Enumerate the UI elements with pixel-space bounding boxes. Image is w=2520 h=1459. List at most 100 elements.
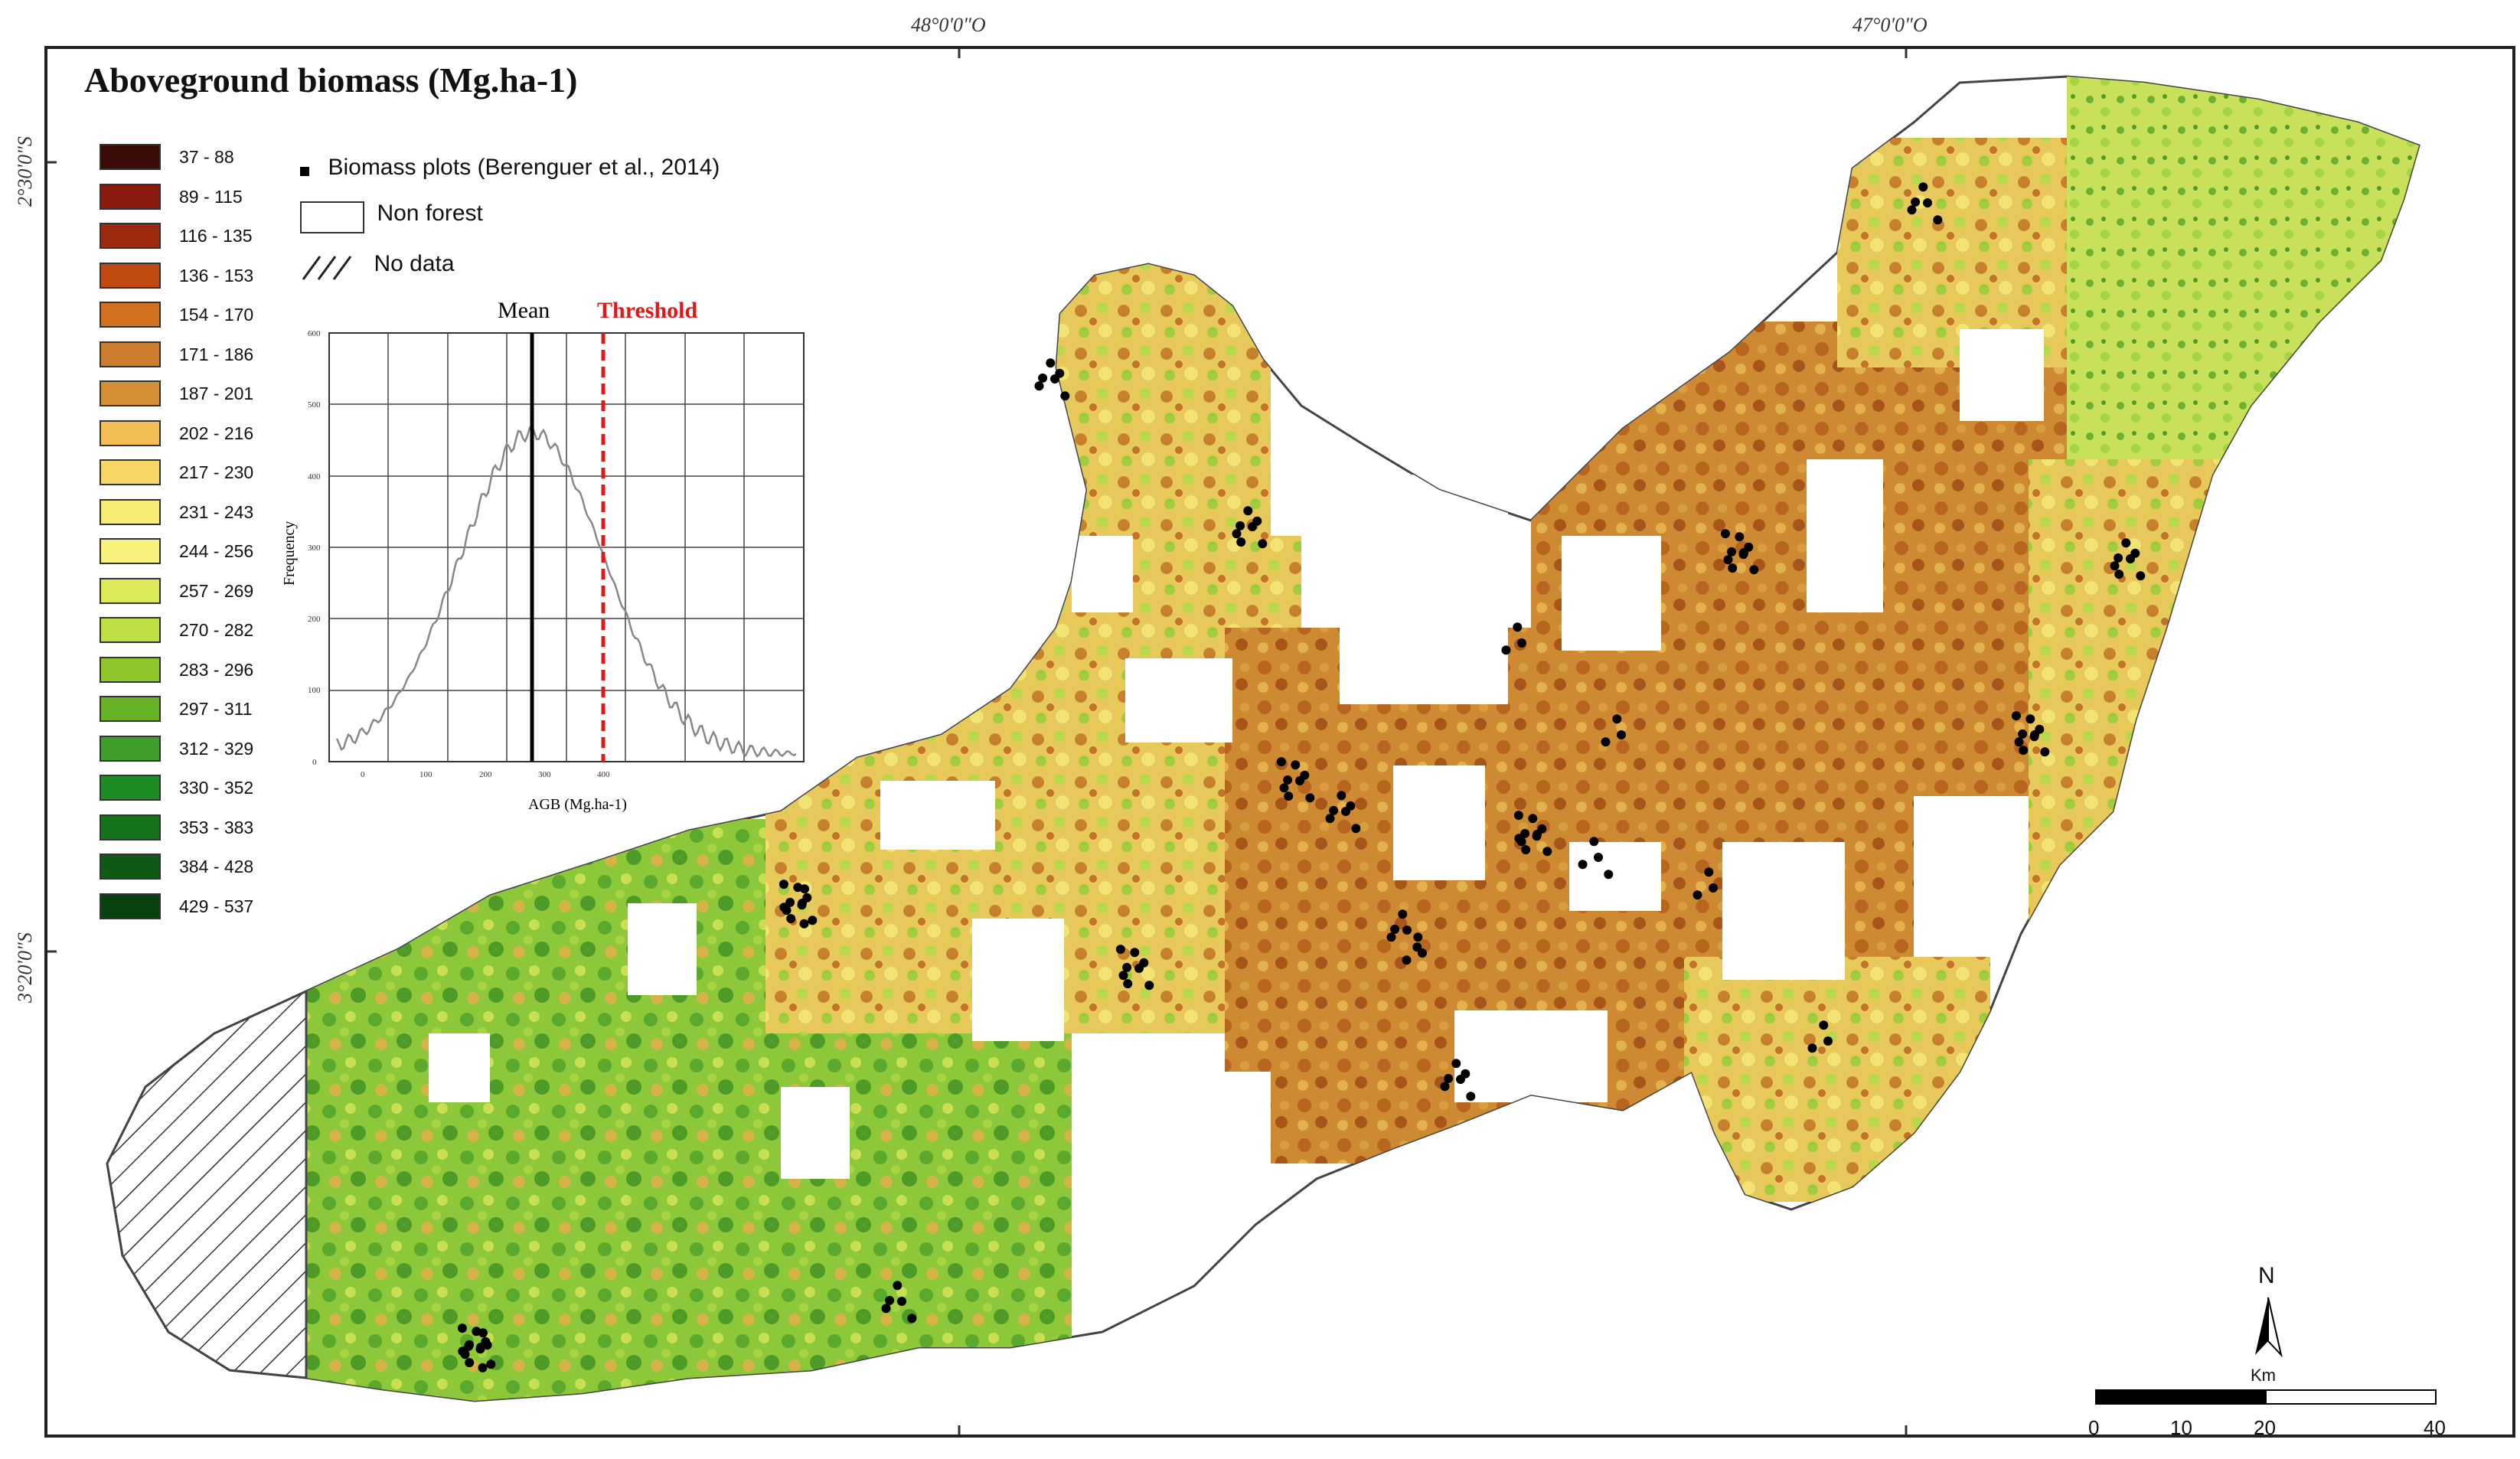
biomass-plot-marker	[457, 1324, 467, 1333]
histogram-x-ticks: 0 100 200 300 400	[361, 770, 610, 779]
legend-label: 37 - 88	[179, 147, 234, 167]
histogram-inset: Mean Threshold 0 100 200 300 400 0 100 2…	[281, 298, 805, 813]
biomass-plot-marker	[2035, 724, 2045, 734]
legend-item: 257 - 269	[100, 577, 344, 609]
non-forest-swatch	[300, 201, 364, 233]
lat-label-2-30: 2°30'0"S	[14, 136, 36, 207]
svg-text:500: 500	[308, 400, 321, 410]
north-label: N	[2258, 1263, 2275, 1288]
biomass-plot-marker	[1236, 521, 1245, 530]
legend-item: 429 - 537	[100, 893, 344, 924]
biomass-plot-marker	[482, 1340, 492, 1350]
biomass-plot-marker	[1291, 760, 1301, 770]
hatch-swatch-icon	[302, 255, 352, 280]
biomass-plot-marker	[2011, 711, 2021, 721]
biomass-plot-marker	[478, 1363, 488, 1373]
biomass-plot-marker	[802, 893, 812, 902]
scale-unit-label: Km	[2251, 1366, 2276, 1385]
legend-item: 89 - 115	[100, 183, 344, 214]
biomass-plot-marker	[885, 1295, 895, 1305]
biomass-plot-marker	[1911, 197, 1921, 207]
legend-label: 217 - 230	[179, 462, 254, 482]
legend-label: 312 - 329	[179, 738, 254, 759]
histogram-curve	[335, 424, 797, 758]
biomass-plot-marker	[1118, 971, 1128, 981]
biomass-plot-marker	[1823, 1036, 1833, 1046]
legend-label: 384 - 428	[179, 857, 254, 876]
scale-tick-0: 0	[2088, 1416, 2100, 1439]
legend-label: 353 - 383	[179, 817, 254, 837]
biomass-plot-marker	[1528, 814, 1538, 824]
biomass-plot-marker	[1907, 205, 1917, 215]
biomass-plot-marker	[1279, 783, 1289, 793]
biomass-plot-marker	[1412, 942, 1422, 952]
key-no-data-label: No data	[374, 251, 455, 276]
biomass-plot-marker	[897, 1297, 906, 1306]
biomass-plot-marker	[1749, 565, 1759, 575]
biomass-plot-marker	[799, 919, 809, 929]
legend-item: 136 - 153	[100, 262, 344, 293]
biomass-plot-marker	[1617, 730, 1626, 739]
biomass-plot-marker	[2019, 746, 2029, 756]
biomass-plot-marker	[1130, 948, 1140, 958]
legend-swatch	[100, 538, 161, 564]
biomass-plot-marker	[1038, 373, 1048, 383]
svg-text:200: 200	[308, 615, 321, 624]
biomass-plot-marker	[1046, 358, 1056, 368]
biomass-plot-marker	[1521, 845, 1531, 855]
biomass-plot-marker	[907, 1314, 917, 1324]
biomass-plot-marker	[1243, 506, 1253, 516]
north-arrow-icon	[2255, 1297, 2283, 1358]
key-plots-label: Biomass plots (Berenguer et al., 2014)	[328, 155, 720, 180]
biomass-plot-marker	[1933, 215, 1943, 225]
biomass-plot-marker	[2025, 714, 2035, 724]
biomass-plot-marker	[1402, 955, 1412, 965]
legend-item: 202 - 216	[100, 419, 344, 451]
biomass-plot-marker	[478, 1328, 488, 1338]
biomass-plot-marker	[1738, 550, 1748, 560]
svg-text:100: 100	[308, 686, 321, 695]
biomass-plot-marker	[1390, 924, 1400, 934]
biomass-plot-marker	[2040, 747, 2050, 757]
legend-swatch	[100, 459, 161, 485]
biomass-plot-marker	[1735, 532, 1745, 542]
legend-label: 136 - 153	[179, 265, 254, 286]
biomass-plot-marker	[1466, 1092, 1476, 1102]
biomass-plot-marker	[1807, 1043, 1817, 1053]
biomass-plot-marker	[1258, 539, 1268, 549]
map-frame	[44, 46, 2515, 1438]
biomass-plot-marker	[1728, 563, 1738, 573]
legend-item: 330 - 352	[100, 775, 344, 805]
biomass-plot-marker	[1034, 381, 1044, 391]
biomass-plot-marker	[475, 1344, 485, 1354]
biomass-plot-marker	[779, 902, 789, 912]
biomass-plot-marker	[1704, 867, 1714, 877]
scale-bar	[2095, 1389, 2437, 1405]
legend-item: 231 - 243	[100, 498, 344, 530]
biomass-plot-marker	[1451, 1059, 1461, 1069]
legend-swatch	[100, 696, 161, 722]
legend-item: 270 - 282	[100, 617, 344, 648]
biomass-plot-marker	[1601, 737, 1611, 747]
biomass-plot-marker	[1236, 537, 1246, 547]
biomass-plot-marker	[1284, 792, 1294, 801]
biomass-plot-marker	[2130, 548, 2140, 558]
biomass-plot-marker	[1055, 368, 1065, 378]
histogram-ylabel: Frequency	[281, 521, 298, 586]
histogram-grid	[329, 333, 804, 762]
legend-label: 270 - 282	[179, 620, 254, 640]
biomass-plot-marker	[1122, 962, 1132, 972]
biomass-plot-marker	[1514, 834, 1524, 844]
no-data-area	[106, 989, 308, 1379]
key-non-forest-label: Non forest	[377, 201, 483, 226]
biomass-plot-marker	[2121, 538, 2131, 548]
legend-item: 154 - 170	[100, 302, 344, 332]
biomass-plot-marker	[2029, 732, 2039, 742]
svg-text:300: 300	[538, 770, 551, 779]
legend-swatch	[100, 223, 161, 249]
biomass-plot-marker	[1594, 853, 1603, 862]
legend-label: 297 - 311	[179, 699, 253, 719]
legend-item: 244 - 256	[100, 538, 344, 569]
biomass-plot-marker	[779, 880, 788, 889]
